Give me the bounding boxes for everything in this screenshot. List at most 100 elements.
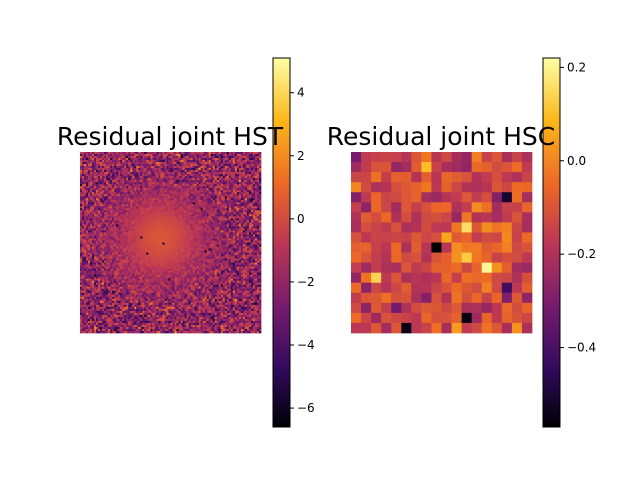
hst-pixel (240, 218, 244, 221)
hst-pixel (224, 194, 228, 197)
hst-pixel (116, 238, 119, 241)
hst-pixel (220, 152, 224, 155)
hst-pixel (112, 230, 115, 233)
hst-pixel (146, 220, 149, 223)
hst-pixel (202, 236, 206, 239)
hst-pixel (82, 222, 85, 225)
hst-pixel (138, 198, 141, 201)
hst-pixel (230, 172, 234, 175)
hst-pixel (200, 186, 204, 189)
hst-pixel (226, 240, 230, 243)
hst-pixel (120, 182, 123, 185)
hst-pixel (118, 190, 121, 193)
hst-pixel (144, 212, 147, 215)
hst-pixel (214, 170, 218, 173)
hst-pixel (108, 162, 111, 165)
hst-pixel (230, 260, 234, 263)
hst-pixel (236, 190, 240, 193)
hst-pixel (94, 228, 97, 231)
hst-pixel (162, 220, 165, 223)
hst-pixel (252, 220, 256, 223)
hst-pixel (178, 196, 181, 199)
hst-pixel (82, 170, 85, 173)
hst-pixel (176, 172, 179, 175)
hst-pixel (196, 218, 199, 221)
hst-pixel (232, 220, 236, 223)
hst-pixel (228, 164, 232, 167)
hst-pixel (218, 186, 222, 189)
hst-pixel (114, 152, 117, 155)
hst-pixel (196, 182, 199, 185)
hst-pixel (202, 164, 206, 167)
hst-pixel (116, 158, 119, 161)
hst-pixel (174, 260, 177, 263)
hst-pixel (120, 216, 123, 219)
hst-pixel (216, 214, 220, 217)
hst-pixel (246, 256, 250, 259)
hst-pixel (178, 162, 181, 165)
hst-pixel (238, 184, 242, 187)
hst-pixel (214, 190, 218, 193)
hst-pixel (122, 158, 125, 161)
hst-pixel (128, 166, 131, 169)
hst-pixel (80, 228, 83, 231)
hst-pixel (182, 212, 185, 215)
hst-pixel (188, 186, 191, 189)
hst-pixel (188, 250, 191, 253)
hst-pixel (226, 184, 230, 187)
hst-pixel (206, 246, 210, 249)
hst-pixel (130, 156, 133, 159)
hst-pixel (258, 192, 262, 195)
hst-pixel (154, 258, 157, 261)
hst-pixel (144, 176, 147, 179)
hst-pixel (126, 252, 129, 255)
hst-pixel (148, 198, 151, 201)
hst-pixel (102, 188, 105, 191)
hst-pixel (116, 168, 119, 171)
hst-pixel (164, 192, 167, 195)
hst-pixel (100, 258, 103, 261)
hst-pixel (154, 174, 157, 177)
hst-pixel (150, 250, 153, 253)
hst-pixel (232, 242, 236, 245)
hst-pixel (138, 246, 141, 249)
hst-pixel (152, 250, 155, 253)
hst-pixel (242, 216, 246, 219)
hst-pixel (188, 258, 191, 261)
hst-pixel (200, 248, 204, 251)
hst-pixel (202, 242, 206, 245)
hst-pixel (120, 184, 123, 187)
hst-pixel (170, 168, 173, 171)
hst-pixel (210, 220, 214, 223)
hst-pixel (168, 188, 171, 191)
hst-pixel (172, 200, 175, 203)
hst-pixel (232, 254, 236, 257)
hst-pixel (220, 242, 224, 245)
hst-pixel (234, 154, 238, 157)
hst-pixel (102, 168, 105, 171)
hst-pixel (118, 174, 121, 177)
hst-pixel (170, 174, 173, 177)
hst-pixel (164, 204, 167, 207)
hst-pixel (90, 172, 93, 175)
hst-pixel (246, 200, 250, 203)
hst-pixel (166, 170, 169, 173)
hst-pixel (118, 180, 121, 183)
hst-pixel (228, 206, 232, 209)
hst-pixel (216, 238, 220, 241)
hst-pixel (122, 222, 125, 225)
hst-pixel (108, 250, 111, 253)
hst-pixel (128, 162, 131, 165)
hst-pixel (182, 210, 185, 213)
hst-pixel (102, 250, 105, 253)
hst-pixel (180, 156, 183, 159)
hst-pixel (180, 196, 183, 199)
hst-pixel (170, 170, 173, 173)
hst-pixel (202, 158, 206, 161)
hst-pixel (178, 210, 181, 213)
hst-pixel (130, 162, 133, 165)
hst-pixel (244, 188, 248, 191)
hst-pixel (128, 222, 131, 225)
hst-pixel (106, 254, 109, 257)
hst-pixel (178, 170, 181, 173)
